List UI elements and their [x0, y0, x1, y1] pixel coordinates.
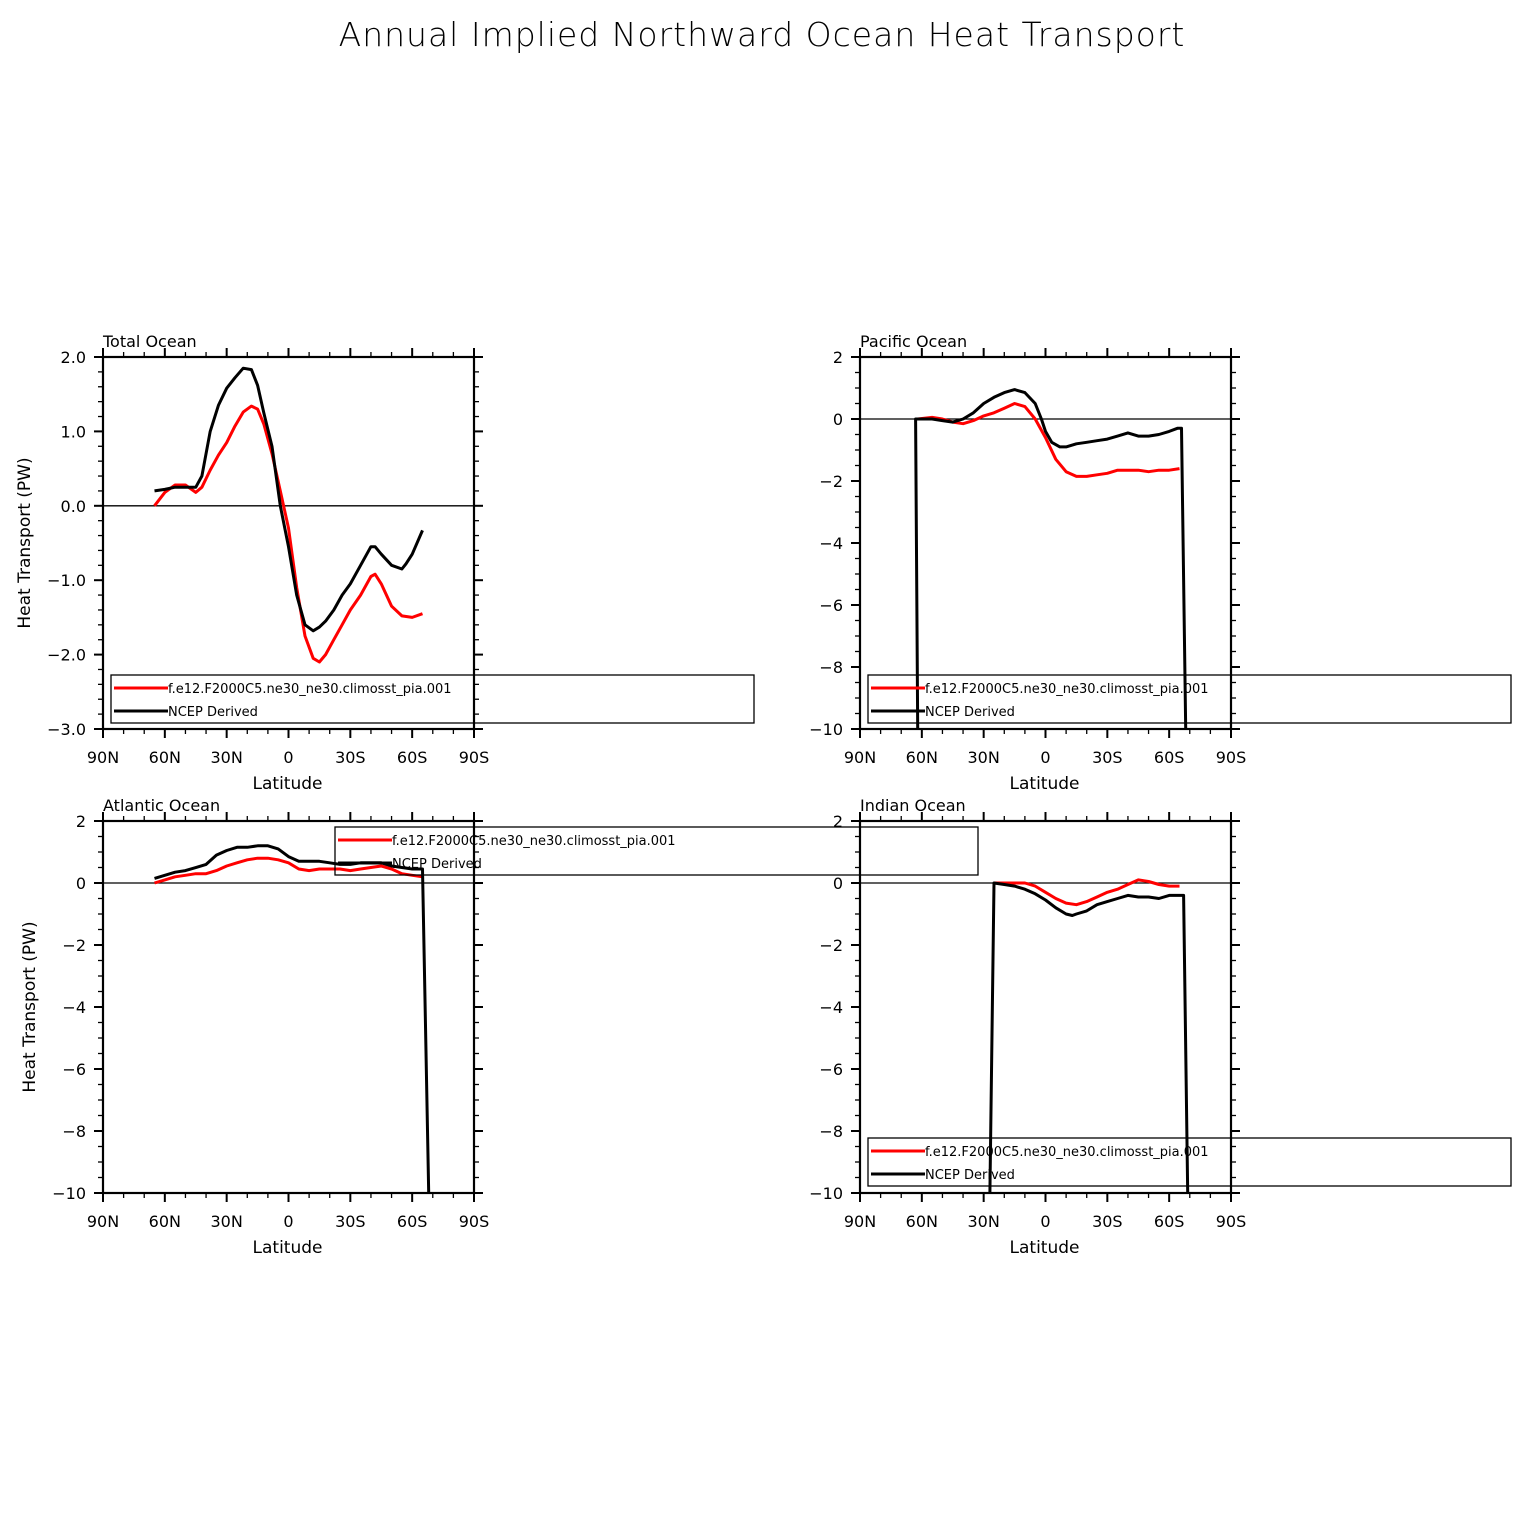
- x-tick-label: 60S: [1154, 1212, 1185, 1231]
- x-tick-label: 60N: [149, 1212, 181, 1231]
- legend-label: NCEP Derived: [925, 705, 1015, 720]
- series-line-model: [917, 402, 1180, 478]
- legend-box: [867, 1137, 1512, 1187]
- panel-title: Pacific Ocean: [860, 332, 967, 351]
- y-axis-label: Heat Transport (PW): [20, 921, 40, 1092]
- series-line-model: [153, 404, 424, 664]
- y-tick-label: −1.0: [47, 571, 86, 590]
- x-tick-label: 0: [283, 1212, 293, 1231]
- legend: f.e12.F2000C5.ne30_ne30.climosst_pia.001…: [334, 826, 979, 876]
- series-line-ncep: [988, 881, 1190, 1193]
- x-tick-label: 90S: [459, 748, 490, 767]
- legend-box: [867, 674, 1512, 724]
- y-tick-label: 2.0: [61, 348, 86, 367]
- x-tick-label: 30N: [968, 748, 1000, 767]
- y-tick-label: −2: [819, 472, 843, 491]
- panel-title: Total Ocean: [102, 332, 197, 351]
- legend: f.e12.F2000C5.ne30_ne30.climosst_pia.001…: [110, 674, 755, 724]
- legend-label: NCEP Derived: [392, 857, 482, 872]
- x-tick-label: 90S: [459, 1212, 490, 1231]
- x-tick-label: 0: [1040, 748, 1050, 767]
- y-tick-label: 1.0: [61, 422, 86, 441]
- x-tick-label: 60N: [149, 748, 181, 767]
- panel-total-ocean: 90N 60N 30N 0 30S 60S 90S −3.0 −2.0 −1.0 0.0 1.0 2.0…: [15, 332, 489, 794]
- plots: 90N 60N 30N 0 30S 60S 90S −3.0 −2.0 −1.0 0.0 1.0 2.0…: [15, 332, 1512, 1258]
- panel-title: Indian Ocean: [860, 796, 966, 815]
- y-tick-label: −4: [819, 998, 843, 1017]
- x-tick-label: 30N: [211, 748, 243, 767]
- y-tick-label: −6: [819, 1060, 843, 1079]
- legend-label: NCEP Derived: [168, 705, 258, 720]
- y-tick-label: −2: [62, 936, 86, 955]
- y-tick-label: 0: [833, 410, 843, 429]
- legend-label: f.e12.F2000C5.ne30_ne30.climosst_pia.001: [925, 682, 1209, 697]
- x-tick-label: 90S: [1216, 1212, 1247, 1231]
- y-tick-label: −2: [819, 936, 843, 955]
- x-tick-label: 60S: [397, 1212, 428, 1231]
- y-tick-label: −8: [819, 658, 843, 677]
- y-tick-label: 0: [833, 874, 843, 893]
- legend-label: NCEP Derived: [925, 1168, 1015, 1183]
- legend-box: [334, 826, 979, 876]
- x-tick-label: 60S: [397, 748, 428, 767]
- x-axis-label: Latitude: [1010, 1238, 1080, 1258]
- series-line-ncep: [154, 366, 424, 633]
- y-tick-label: −10: [52, 1184, 86, 1203]
- y-tick-label: −6: [819, 596, 843, 615]
- panel-indian-ocean: 90N 60N 30N 0 30S 60S 90S −10 −8 −6 −4 −2 0 2 Indian O…: [809, 796, 1246, 1258]
- x-tick-label: 30S: [335, 748, 366, 767]
- legend: f.e12.F2000C5.ne30_ne30.climosst_pia.001…: [867, 674, 1512, 724]
- y-tick-label: −10: [809, 720, 843, 739]
- y-tick-label: −6: [62, 1060, 86, 1079]
- legend: f.e12.F2000C5.ne30_ne30.climosst_pia.001…: [867, 1137, 1512, 1187]
- y-tick-label: 2: [833, 812, 843, 831]
- y-tick-label: −3.0: [47, 720, 86, 739]
- legend-label: f.e12.F2000C5.ne30_ne30.climosst_pia.001: [925, 1145, 1209, 1160]
- y-tick-label: 2: [76, 812, 86, 831]
- x-axis-label: Latitude: [253, 1238, 323, 1258]
- x-tick-label: 30N: [211, 1212, 243, 1231]
- x-axis-label: Latitude: [1010, 774, 1080, 794]
- y-tick-label: −10: [809, 1184, 843, 1203]
- series-line-model: [994, 878, 1180, 907]
- y-tick-label: 2: [833, 348, 843, 367]
- x-tick-label: 60N: [906, 748, 938, 767]
- x-tick-label: 90N: [87, 1212, 119, 1231]
- x-axis-label: Latitude: [253, 774, 323, 794]
- legend-box: [110, 674, 755, 724]
- y-tick-label: 0: [76, 874, 86, 893]
- y-tick-label: −8: [819, 1122, 843, 1141]
- legend-label: f.e12.F2000C5.ne30_ne30.climosst_pia.001: [392, 834, 676, 849]
- x-tick-label: 90S: [1216, 748, 1247, 767]
- y-tick-label: 0.0: [61, 497, 86, 516]
- y-tick-label: −4: [819, 534, 843, 553]
- x-tick-label: 30N: [968, 1212, 1000, 1231]
- x-tick-label: 30S: [1092, 1212, 1123, 1231]
- x-tick-label: 60N: [906, 1212, 938, 1231]
- series-line-model: [154, 856, 423, 885]
- y-tick-label: −2.0: [47, 646, 86, 665]
- panel-pacific-ocean: 90N 60N 30N 0 30S 60S 90S −10 −8 −6 −4 −2 0 2 Pacific …: [809, 332, 1246, 794]
- y-axis-label: Heat Transport (PW): [15, 457, 35, 628]
- legend-label: f.e12.F2000C5.ne30_ne30.climosst_pia.001: [168, 682, 452, 697]
- x-tick-label: 0: [1040, 1212, 1050, 1231]
- panel-title: Atlantic Ocean: [103, 796, 220, 815]
- main-title: Annual Implied Northward Ocean Heat Tran…: [339, 15, 1186, 54]
- series-line-ncep: [914, 388, 1188, 729]
- x-tick-label: 60S: [1154, 748, 1185, 767]
- y-tick-label: −4: [62, 998, 86, 1017]
- x-tick-label: 90N: [87, 748, 119, 767]
- x-tick-label: 90N: [844, 1212, 876, 1231]
- x-tick-label: 30S: [335, 1212, 366, 1231]
- y-tick-label: −8: [62, 1122, 86, 1141]
- x-tick-label: 0: [283, 748, 293, 767]
- x-tick-label: 90N: [844, 748, 876, 767]
- x-tick-label: 30S: [1092, 748, 1123, 767]
